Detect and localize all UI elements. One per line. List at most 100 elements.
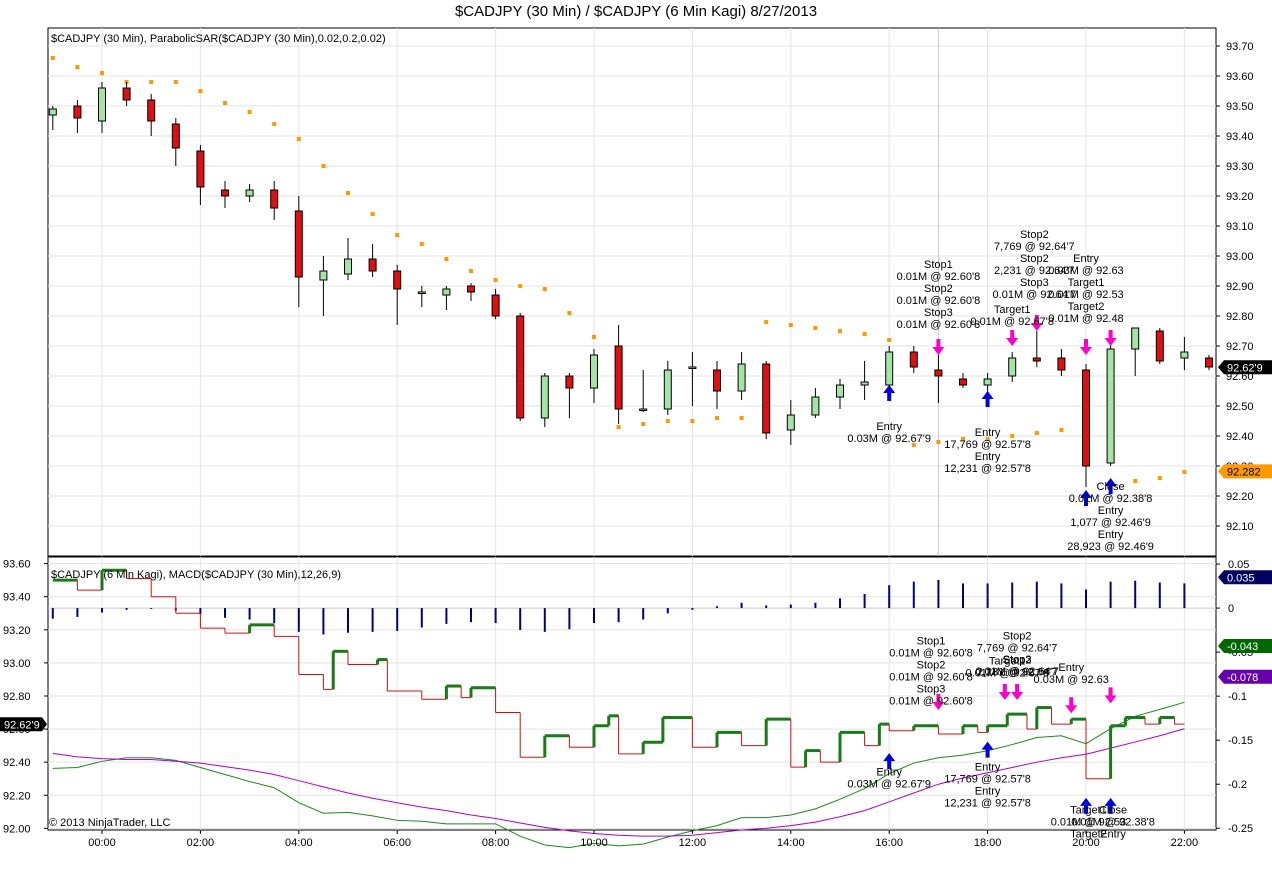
sar-dot [296, 137, 301, 141]
candlestick [270, 181, 279, 220]
last-price-tag: 92.62'9 [1218, 360, 1272, 375]
entry-arrow-icon [1080, 490, 1092, 506]
candle-body-up [344, 258, 352, 275]
trade-annotation-text: Stop1 [917, 636, 946, 648]
candlestick [48, 106, 57, 130]
trade-annotation-text: 0.03M @ 92.67'9 [847, 778, 931, 790]
trade-annotation-text: 2,231 @ 92.64'7 [977, 667, 1058, 679]
candle-body-up [417, 291, 426, 294]
trade-annotation-text: Stop3 [917, 684, 946, 696]
candle-body-up [1180, 351, 1189, 359]
candlestick [688, 352, 697, 406]
x-tick-label: 06:00 [383, 837, 411, 849]
sar-dot [838, 329, 842, 333]
sar-dot [739, 416, 744, 420]
sar-dot [149, 80, 154, 84]
price-y-tick-label: 92.50 [1226, 401, 1254, 413]
trade-annotation-text: Stop3 [1020, 277, 1049, 289]
candlestick [860, 361, 869, 400]
exit-arrow-icon [932, 339, 945, 355]
trade-annotation-text: 0.01M @ 92.67'8 [965, 668, 1049, 680]
x-tick-label: 10:00 [580, 837, 608, 849]
candlestick [368, 244, 377, 277]
trade-annotation-text: 0.01M @ 92.38'8 [1069, 493, 1153, 505]
sar-dot [764, 320, 769, 324]
trade-annotation-text: 0.01M @ 92.60'8 [897, 295, 981, 307]
price-y-tick-label: 92.40 [1226, 431, 1254, 443]
macd-y-tick-label: -0.15 [1228, 735, 1253, 747]
candle-body-up [245, 189, 254, 197]
candlestick [1131, 327, 1140, 376]
sar-dot [493, 278, 498, 282]
x-tick-label: 18:00 [974, 837, 1002, 849]
candlestick [417, 286, 426, 307]
trade-annotation-text: 0.03M @ 92.63 [1034, 674, 1109, 686]
trade-annotation-text: 17,769 @ 92.57'8 [944, 773, 1031, 785]
macd-panel-label: $CADJPY (6 Min Kagi), MACD($CADJPY (30 M… [51, 569, 341, 581]
trade-annotation-text: Close [1099, 804, 1127, 816]
trade-annotation-text: Stop2 [917, 660, 946, 672]
sar-dot [50, 56, 55, 60]
candle-body-down [467, 285, 475, 293]
candlestick [811, 388, 820, 418]
trade-annotation-text: Entry [975, 427, 1001, 439]
candlestick [344, 238, 352, 280]
sar-dot [198, 89, 203, 93]
sar-dot [887, 338, 892, 342]
price-y-tick-label: 92.70 [1226, 341, 1254, 353]
price-y-tick-label: 93.70 [1226, 41, 1254, 53]
price-panel-series [48, 28, 1213, 556]
exit-arrow-icon [1030, 315, 1043, 331]
candlestick [147, 94, 156, 136]
candle-body-down [491, 294, 500, 317]
candle-body-down [934, 369, 943, 377]
macd-line-tag: -0.043 [1218, 638, 1272, 653]
trade-annotation-text: Target2 [1070, 828, 1107, 840]
candle-body-up [688, 366, 697, 369]
sar-dot [641, 422, 646, 426]
kagi-y-tick-label: 92.00 [3, 823, 31, 835]
sar-dot [788, 323, 793, 327]
candlestick [1008, 352, 1017, 382]
kagi-last-price-tag-bg [0, 717, 47, 732]
sar-dot [813, 326, 818, 330]
candle-body-down [147, 99, 156, 122]
macd-signal-tag-text: -0.078 [1227, 672, 1258, 684]
candlestick [762, 361, 771, 439]
macd-hist-tag-text: 0.035 [1227, 572, 1255, 584]
candle-body-down [516, 315, 525, 419]
sar-dot [1182, 470, 1187, 474]
macd-y-tick-label: 0 [1228, 603, 1234, 615]
trade-annotation-text: Entry [876, 421, 902, 433]
candle-body-up [811, 396, 820, 416]
macd-hist-tag-bg [1218, 570, 1272, 585]
candlestick [98, 82, 106, 133]
sar-dot [616, 425, 621, 429]
trade-annotation-text: 12,231 @ 92.57'8 [944, 463, 1031, 475]
candlestick [590, 349, 598, 403]
macd-hist-tag: 0.035 [1218, 570, 1272, 585]
candle-body-up [1008, 357, 1017, 377]
sar-dot [444, 257, 449, 261]
trade-annotation-text: 0.03M @ 92.67'9 [847, 433, 931, 445]
macd-y-tick-label: -0.25 [1228, 823, 1253, 835]
x-tick-label: 20:00 [1072, 837, 1100, 849]
candle-body-up [836, 384, 844, 398]
last-price-tag-text: 92.62'9 [1227, 362, 1263, 374]
entry-arrow-icon [1104, 478, 1117, 494]
exit-arrow-icon [998, 684, 1011, 701]
trade-annotation-text: 2,231 @ 92.64'7 [994, 265, 1075, 277]
candlestick [1205, 355, 1213, 370]
sar-dot [567, 311, 572, 315]
candle-body-up [860, 381, 869, 386]
trade-annotation-text: Target1 [1070, 804, 1107, 816]
candle-body-up [663, 369, 672, 410]
sar-value-tag-bg [1218, 464, 1272, 479]
sar-dot [518, 284, 523, 288]
trade-annotation-text: Stop3 [1003, 654, 1032, 666]
trade-annotation-text: Stop2 [924, 283, 953, 295]
exit-arrow-icon [1065, 697, 1078, 714]
sar-dot [419, 242, 424, 246]
kagi-last-price-tag: 92.62'9 [0, 717, 47, 732]
